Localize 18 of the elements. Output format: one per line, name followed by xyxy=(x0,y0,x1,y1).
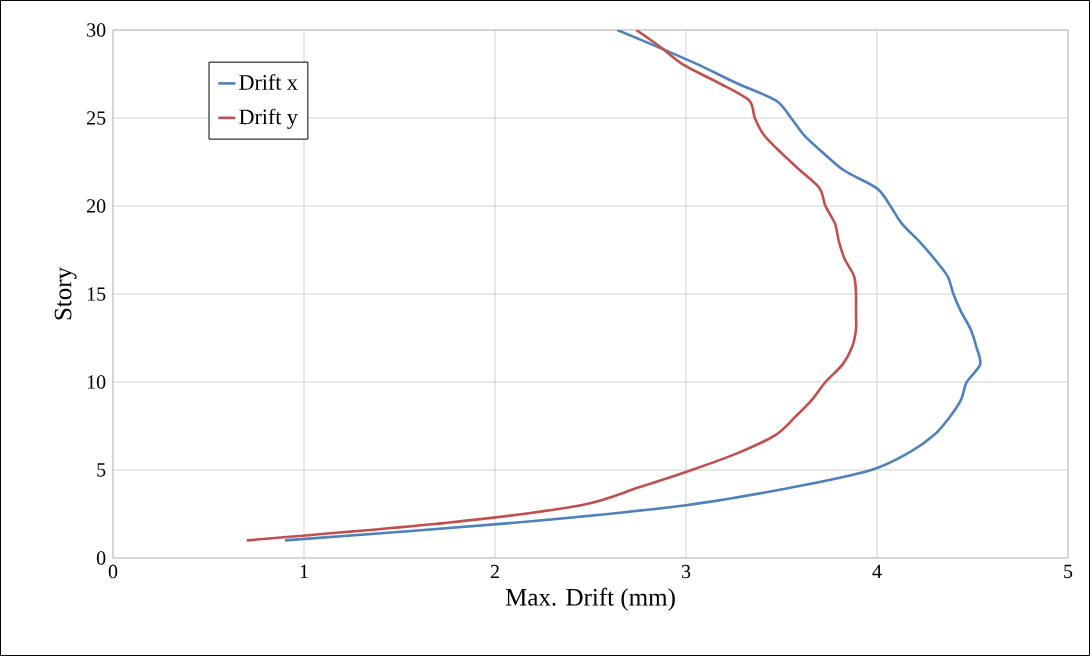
y-tick-label: 10 xyxy=(87,375,106,389)
x-tick-label: 2 xyxy=(490,564,499,579)
x-tick-label: 3 xyxy=(681,564,691,579)
y-tick-label: 5 xyxy=(97,463,106,477)
y-tick-label: 15 xyxy=(87,287,106,301)
legend-label: Drift x xyxy=(239,74,298,90)
legend-label: Drift y xyxy=(239,108,298,129)
x-tick-label: 1 xyxy=(300,564,308,579)
y-axis-title: Story xyxy=(54,266,77,320)
line-series xyxy=(283,29,982,542)
y-tick-label: 0 xyxy=(96,551,106,565)
x-axis-title: Max. Drift (mm) xyxy=(505,587,675,611)
y-tick-label: 25 xyxy=(87,111,106,125)
y-tick-label: 30 xyxy=(87,23,106,37)
x-tick-label: 0 xyxy=(108,564,118,579)
x-tick-label: 5 xyxy=(1064,564,1073,579)
x-tick-label: 4 xyxy=(872,564,882,579)
y-tick-label: 20 xyxy=(87,199,106,213)
